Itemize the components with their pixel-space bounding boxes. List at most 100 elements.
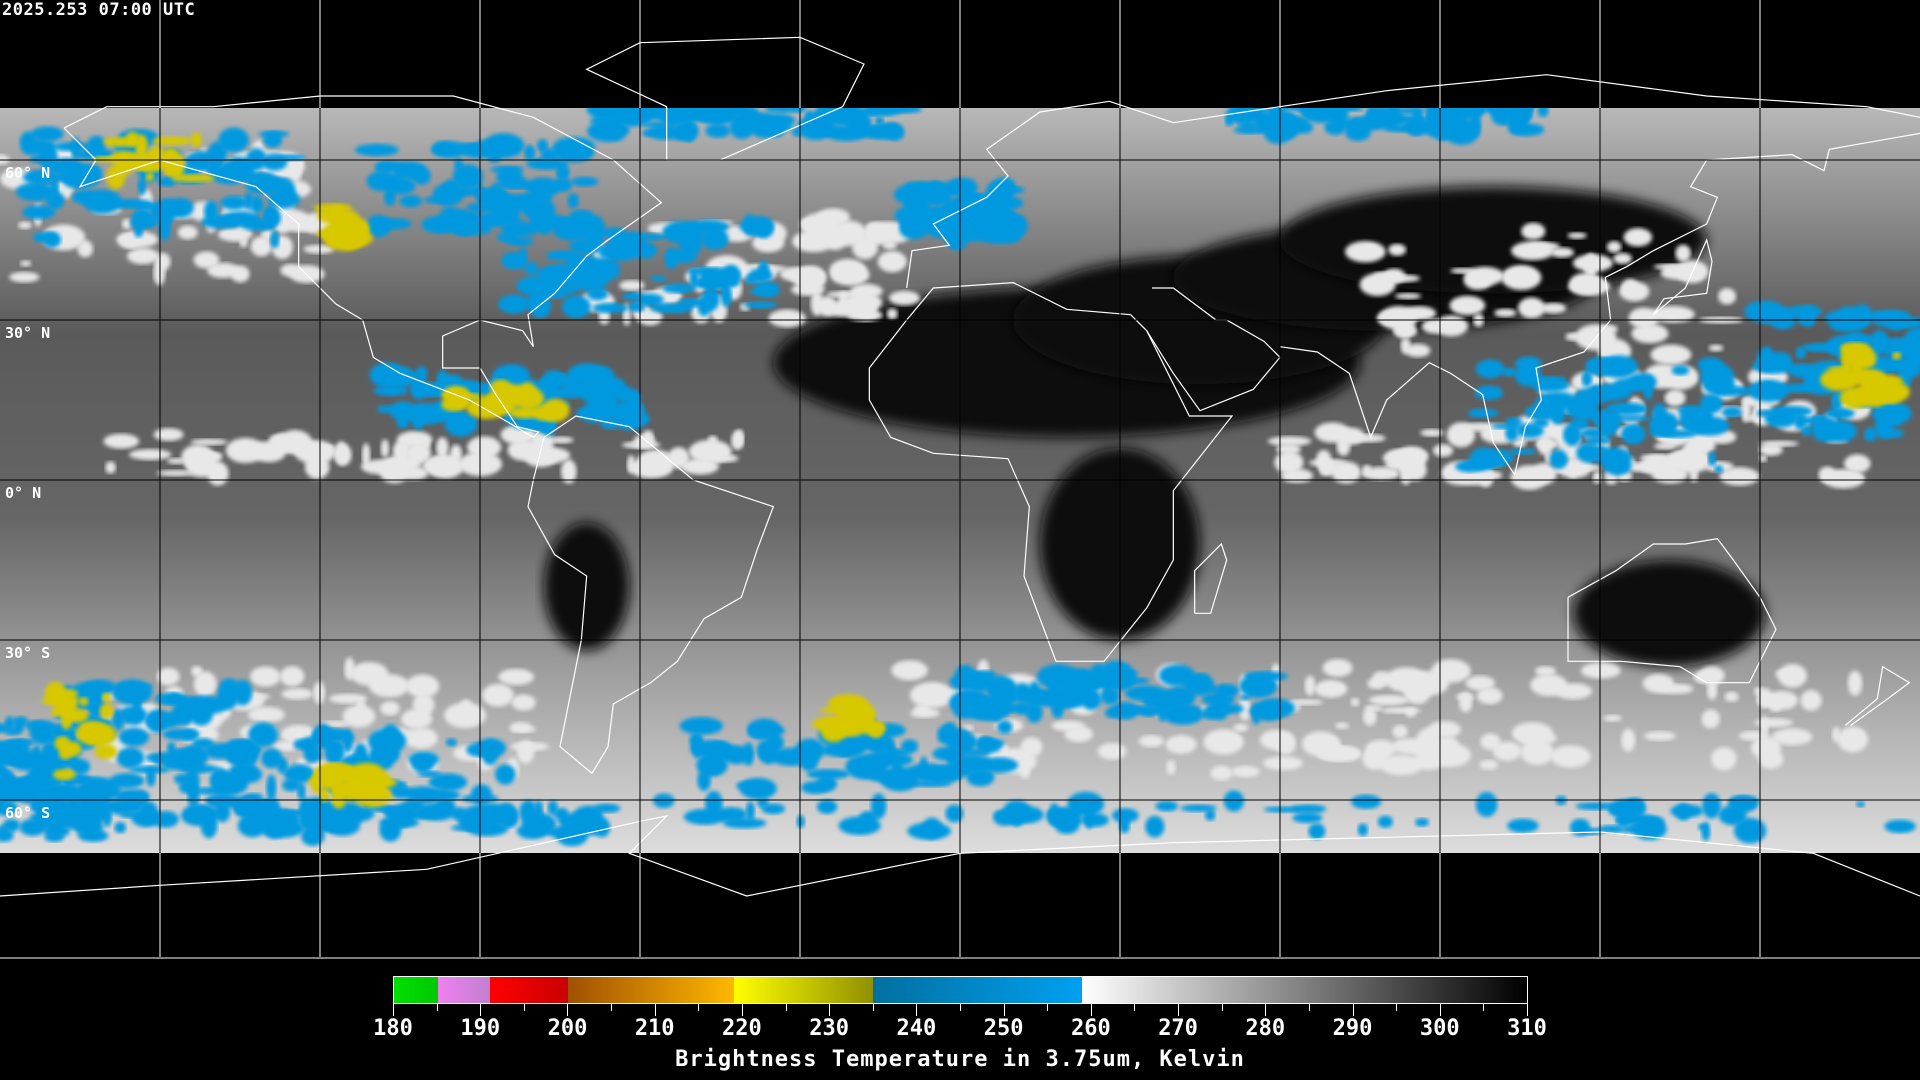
cloud-cell	[739, 777, 777, 800]
cloud-cell	[1292, 812, 1323, 824]
cloud-cell	[753, 281, 780, 298]
cloud-cell	[1428, 743, 1471, 768]
cloud-cell	[1231, 765, 1260, 778]
cloud-cell	[1517, 297, 1546, 319]
cloud-cell	[679, 716, 724, 735]
cloud-cell	[1197, 682, 1206, 689]
cloud-cell	[427, 454, 465, 479]
cloud-cell	[662, 220, 703, 245]
cloud-cell	[652, 793, 675, 809]
cloud-cell	[1362, 466, 1401, 481]
cloud-cell	[405, 727, 438, 749]
cloud-cell	[1502, 367, 1517, 377]
cloud-cell	[1475, 791, 1498, 817]
cloud-cell	[525, 177, 561, 198]
cloud-cell	[1365, 739, 1397, 759]
cloud-cell	[0, 788, 2, 791]
cloud-cell	[1480, 733, 1501, 750]
cloud-cell	[524, 144, 536, 161]
cloud-cell	[1394, 319, 1416, 339]
colorbar-tick	[1308, 1004, 1310, 1011]
cloud-cell	[1868, 310, 1910, 321]
colorbar-tick	[872, 1004, 874, 1011]
cloud-cell	[1259, 729, 1294, 750]
cloud-cell	[952, 693, 977, 720]
cloud-cell	[450, 221, 493, 236]
cloud-cell	[1080, 813, 1109, 827]
cloud-cell	[119, 233, 141, 249]
cloud-cell	[319, 788, 329, 803]
cloud-cell	[593, 803, 621, 813]
cloud-cell	[1613, 253, 1632, 265]
cloud-cell	[1314, 679, 1348, 698]
cloud-cell	[1845, 344, 1873, 358]
cloud-cell	[396, 415, 410, 429]
cloud-cell	[643, 108, 652, 122]
cloud-cell	[1585, 436, 1611, 445]
cloud-cell	[1366, 104, 1378, 127]
cloud-cell	[509, 721, 532, 733]
cloud-cell	[627, 455, 636, 474]
cloud-cell	[1506, 271, 1516, 283]
cloud-cell	[112, 679, 153, 705]
cloud-cell	[1492, 741, 1522, 761]
cloud-cell	[750, 725, 786, 736]
cloud-cell	[762, 113, 796, 128]
cloud-cell	[321, 802, 363, 818]
cloud-cell	[1624, 462, 1664, 473]
cloud-cell	[1317, 746, 1361, 761]
cloud-cell	[523, 445, 558, 468]
lat-label-30n: 30° N	[5, 324, 51, 342]
cloud-cell	[816, 799, 838, 814]
cloud-cell	[294, 440, 337, 464]
cloud-cell	[1353, 117, 1366, 125]
cloud-cell	[422, 439, 431, 450]
cloud-cell	[323, 225, 367, 251]
cloud-cell	[1393, 107, 1425, 115]
cloud-cell	[276, 154, 306, 161]
colorbar-tick-label: 200	[547, 1016, 588, 1041]
cloud-cell	[1036, 664, 1080, 689]
cloud-cell	[1554, 683, 1593, 700]
cloud-cell	[218, 227, 253, 242]
cloud-cell	[1308, 823, 1326, 840]
cloud-cell	[276, 757, 288, 774]
cloud-cell	[1362, 707, 1377, 726]
cloud-cell	[482, 133, 525, 159]
cloud-cell	[0, 800, 18, 816]
cloud-cell	[344, 657, 355, 681]
satellite-map	[0, 0, 1920, 960]
cloud-cell	[1702, 793, 1721, 819]
cloud-cell	[1020, 737, 1043, 757]
colorbar-tick-label: 300	[1419, 1016, 1460, 1041]
cloud-cell	[1621, 423, 1646, 445]
cloud-cell	[991, 697, 1002, 722]
cloud-cell	[1820, 425, 1838, 438]
cloud-cell	[1759, 440, 1799, 447]
cloud-cell	[908, 780, 952, 788]
cloud-cell	[907, 822, 952, 840]
cloud-cell	[1675, 244, 1691, 262]
cloud-cell	[1112, 808, 1139, 823]
cloud-cell	[354, 143, 399, 157]
cloud-cell	[537, 138, 549, 153]
cloud-cell	[1881, 337, 1918, 348]
cloud-cell	[886, 308, 898, 320]
cloud-cell	[1832, 726, 1841, 743]
cloud-cell	[1400, 460, 1427, 482]
cloud-cell	[389, 401, 416, 421]
cloud-cell	[1837, 306, 1859, 326]
cloud-cell	[129, 765, 170, 774]
cloud-cell	[1756, 409, 1775, 417]
cloud-cell	[1416, 728, 1442, 751]
cloud-cell	[1873, 339, 1886, 355]
colorbar-tick-label: 230	[809, 1016, 850, 1041]
cloud-cell	[975, 670, 997, 680]
cloud-cell	[1248, 706, 1285, 716]
cloud-cell	[527, 292, 548, 307]
cloud-cell	[303, 244, 335, 254]
cloud-cell	[210, 164, 250, 185]
cloud-cell	[1392, 738, 1424, 755]
cloud-cell	[261, 819, 305, 838]
cloud-cell	[1598, 825, 1626, 834]
